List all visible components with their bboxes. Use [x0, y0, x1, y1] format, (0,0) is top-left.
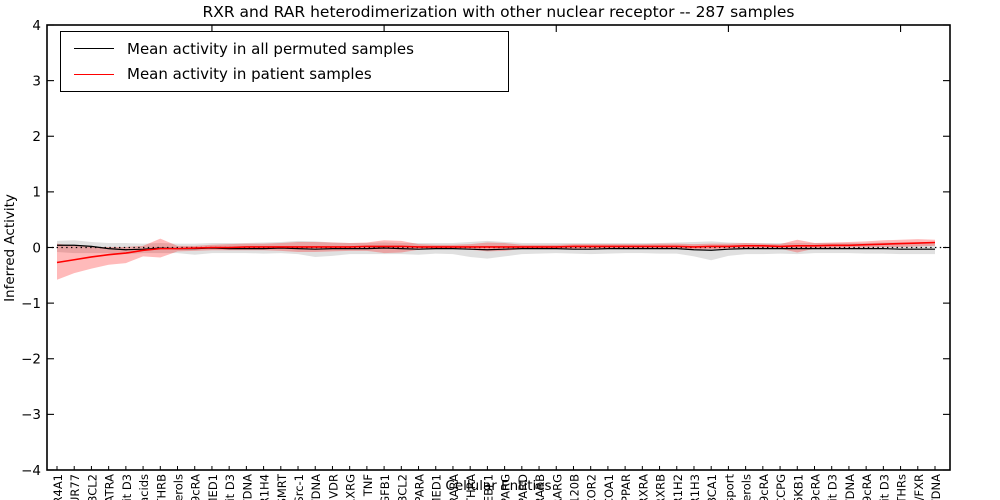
- legend: Mean activity in all permuted samples Me…: [60, 31, 509, 92]
- x-tick-label: mol:Vit D3: [120, 474, 134, 500]
- x-tick-label: THRB: [154, 474, 168, 500]
- x-tick-label: RARG: [550, 474, 564, 500]
- legend-label-patient: Mean activity in patient samples: [127, 65, 372, 84]
- x-tick-label: RXRs/VDR/DNA/Vit D3: [877, 474, 891, 500]
- x-tick-label: RXRs/LXRs/DNA/Oxysterols: [740, 474, 754, 500]
- x-tick-label: NCOA1: [602, 474, 616, 500]
- x-tick-label: RXR alpha/CCPG: [774, 474, 788, 500]
- x-tick-label: RXRB: [654, 474, 668, 500]
- x-tick-label: VDR: [326, 474, 340, 499]
- x-tick-label: RXRs/PPAR/9cRA/PGJ2/DNA: [843, 474, 857, 500]
- x-tick-label: RXRs/LXRs/DNA: [929, 474, 943, 500]
- patient-std-band: [57, 238, 935, 280]
- x-tick-label: RPS6KB1: [791, 474, 805, 500]
- y-tick-label: 0: [32, 240, 41, 256]
- legend-label-permuted: Mean activity in all permuted samples: [127, 39, 414, 58]
- chart-title: RXR and RAR heterodimerization with othe…: [202, 3, 795, 21]
- x-tick-label: RARs/THRs/DNA/Src-1: [292, 474, 306, 500]
- y-tick-label: 4: [32, 18, 41, 34]
- x-tick-label: RARs/THRs/DNA/SMRT: [275, 473, 289, 500]
- x-tick-label: TNF: [361, 474, 375, 497]
- x-tick-label: FAM120B: [567, 474, 581, 500]
- x-tick-label: RXRs/NUR77/BCL2: [85, 474, 99, 500]
- legend-item-patient-samples: Mean activity in patient samples: [61, 65, 508, 83]
- y-tick-label: −4: [21, 463, 41, 479]
- x-tick-label: mol:9cRA: [189, 474, 203, 500]
- x-tick-label: MED1: [430, 474, 444, 500]
- x-axis-label: Cellular Entities: [445, 478, 552, 494]
- x-tick-label: RXRs/FXR/9cRA/MED1: [206, 474, 220, 500]
- x-tick-label: RARs/VDR/DNA/Vit D3: [826, 474, 840, 500]
- y-tick-label: −3: [21, 407, 41, 423]
- x-tick-label: NR4A1: [51, 474, 65, 500]
- x-tick-label: RARs/RARs/DNA/9cRA: [808, 474, 822, 500]
- y-tick-label: −1: [21, 296, 41, 312]
- x-tick-label: BCL2: [395, 474, 409, 500]
- y-tick-label: 2: [32, 129, 41, 145]
- x-tick-label: NR1H2: [671, 474, 685, 500]
- x-tick-label: RARB: [533, 474, 547, 500]
- x-tick-label: RARs/THRs: [895, 474, 909, 500]
- x-tick-label: VDR/Vit D3/DNA: [240, 474, 254, 500]
- x-tick-label: VDR/VDR/DNA: [309, 474, 323, 500]
- legend-item-permuted-samples: Mean activity in all permuted samples: [61, 40, 508, 58]
- x-tick-label: NR1H4: [258, 474, 272, 500]
- x-tick-label: RXRs/PPAR: [619, 474, 633, 500]
- x-tick-label: RXRs/LXRs/DNA/9cRA: [757, 474, 771, 500]
- legend-line-red-icon: [74, 73, 114, 75]
- x-tick-label: cholesterol transport: [722, 474, 736, 500]
- y-tick-label: 3: [32, 73, 41, 89]
- x-tick-label: THRA: [464, 474, 478, 500]
- x-tick-label: RXRA: [636, 474, 650, 500]
- x-tick-label: PPARA: [413, 474, 427, 500]
- x-tick-label: NR1H3: [688, 474, 702, 500]
- x-tick-label: ABCA1: [705, 474, 719, 500]
- legend-line-black-icon: [74, 48, 114, 50]
- x-tick-label: RXRG: [344, 474, 358, 500]
- x-tick-label: RARA: [447, 474, 461, 500]
- x-tick-label: VDR/VDR/Vit D3: [223, 474, 237, 500]
- x-tick-label: RXRs/NUR77: [68, 474, 82, 500]
- x-tick-label: mol:Oxysterols: [172, 474, 186, 500]
- permuted-std-band: [57, 240, 935, 261]
- x-tick-label: PPARG: [499, 474, 513, 500]
- y-tick-label: 1: [32, 185, 41, 201]
- x-tick-label: mol:ATRA: [103, 474, 117, 500]
- x-tick-label: PPARD: [516, 474, 530, 500]
- x-tick-label: mol:Bile acids: [137, 474, 151, 500]
- x-tick-label: SREBF1: [481, 474, 495, 500]
- x-tick-label: NCOR2: [585, 474, 599, 500]
- x-tick-label: TGFB1: [378, 474, 392, 500]
- x-tick-label: RXRs/RXRs/DNA/9cRA: [860, 474, 874, 500]
- x-tick-label: RXRs/FXR: [912, 474, 926, 500]
- y-tick-label: −2: [21, 352, 41, 368]
- patient-mean-line: [56, 241, 936, 264]
